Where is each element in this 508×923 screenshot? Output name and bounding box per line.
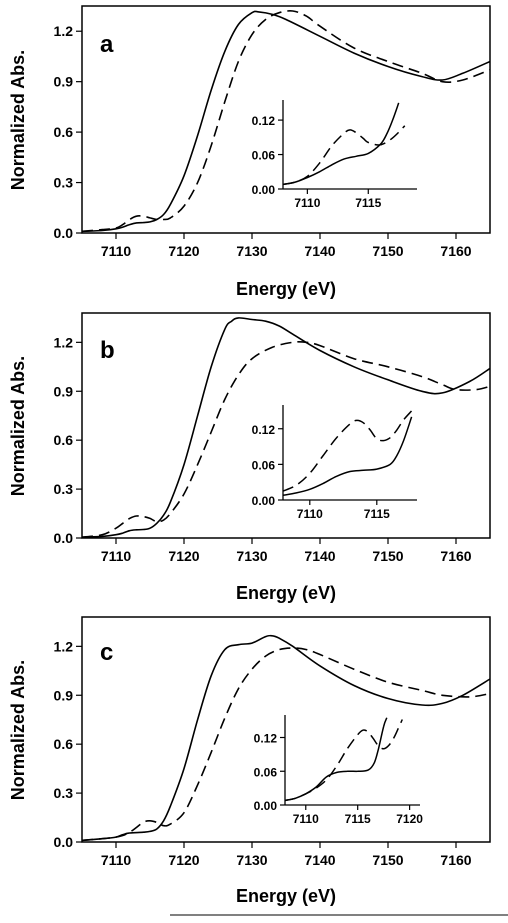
panel-b-inset-ytick-label: 0.00 [252,494,276,508]
panel-b-xticks: 7110 7120 7130 7140 7150 7160 [101,538,472,564]
panel-c-xtick-label: 7130 [236,852,267,868]
panel-a-inset-ytick-label: 0.06 [252,149,276,163]
panel-c-inset-ytick-label: 0.06 [254,765,278,779]
panel-b-yticks: 0.0 0.3 0.6 0.9 1.2 [54,334,82,546]
panel-b-solid-line [81,317,491,538]
panel-b-frame [81,312,491,539]
panel-c-xtick-label: 7120 [168,852,199,868]
panel-a-xtick-label: 7150 [372,243,403,259]
panel-a-inset-yticks: 0.00 0.06 0.12 [252,114,283,197]
panel-b-inset-frame [283,405,417,500]
panel-b-inset-ytick-label: 0.12 [252,423,276,437]
panel-c-ytick-label: 0.6 [54,736,74,752]
panel-a-xtick-label: 7140 [304,243,335,259]
panel-b-ylabel: Normalized Abs. [8,356,28,496]
panel-c-dashed-line [81,647,491,842]
panel-b-inset-xtick-label: 7110 [297,507,323,521]
panel-a-inset-ytick-label: 0.00 [252,183,276,197]
panel-c-curves [81,634,491,842]
panel-b-inset-solid-line [282,416,413,497]
panel-a-xlabel: Energy (eV) [236,279,336,299]
panel-a-ylabel: Normalized Abs. [8,50,28,190]
panel-c-frame [81,616,491,843]
panel-c-ytick-label: 0.9 [54,687,74,703]
panel-c-inset-curves [284,717,403,802]
panel-b-inset-yticks: 0.00 0.06 0.12 [252,423,283,508]
panel-c-ytick-label: 0.3 [54,785,74,801]
panel-c-xticks: 7110 7120 7130 7140 7150 7160 [101,842,472,868]
panel-a-inset-xtick-label: 7110 [294,196,320,210]
panel-b-inset-dashed-line [282,410,413,492]
panel-c-inset-dashed-line [284,719,403,802]
panel-a-xtick-label: 7160 [440,243,471,259]
panel-a-inset-xticks: 7110 7115 [294,189,382,210]
panel-b-xlabel: Energy (eV) [236,583,336,603]
panel-a-inset-curves [282,102,406,186]
panel-c-inset-frame [285,715,420,805]
panel-b-xtick-label: 7120 [168,548,199,564]
panel-b-ytick-label: 0.9 [54,383,74,399]
panel-a-inset-xtick-label: 7115 [355,196,381,210]
panel-b-ytick-label: 0.0 [54,530,74,546]
panel-a-xtick-label: 7120 [168,243,199,259]
panel-c-inset-xtick-label: 7120 [396,812,423,826]
panel-c-yticks: 0.0 0.3 0.6 0.9 1.2 [54,638,82,850]
panel-a: 0.0 0.3 0.6 0.9 1.2 7110 7120 7130 7140 7150 7160… [8,5,491,299]
panel-b-inset-xtick-label: 7115 [364,507,390,521]
panel-a-ytick-label: 0.6 [54,124,74,140]
panel-b-curves [81,317,491,538]
panel-a-label: a [100,31,114,58]
panel-c-inset-ytick-label: 0.12 [254,732,278,746]
panel-a-frame [81,5,491,234]
panel-c-inset-yticks: 0.00 0.06 0.12 [254,732,285,813]
panel-a-inset-dashed-line [282,125,406,186]
panel-a-inset-frame [283,100,417,189]
panel-b-ytick-label: 1.2 [54,334,74,350]
panel-c: 0.0 0.3 0.6 0.9 1.2 7110 7120 7130 7140 7150 7160… [8,616,491,906]
panel-c-xtick-label: 7140 [304,852,335,868]
panel-a-inset-ytick-label: 0.12 [252,114,276,128]
panel-a-ytick-label: 1.2 [54,23,74,39]
panel-b-dashed-line [81,341,491,538]
panel-b-xtick-label: 7150 [372,548,403,564]
panel-a-xtick-label: 7130 [236,243,267,259]
panel-b-inset-ytick-label: 0.06 [252,458,276,472]
panel-c-xtick-label: 7160 [440,852,471,868]
panel-c-ytick-label: 1.2 [54,638,74,654]
panel-c-xtick-label: 7110 [101,852,132,868]
panel-b-xtick-label: 7110 [101,548,132,564]
panel-a-ytick-label: 0.3 [54,175,74,191]
panel-c-inset-xticks: 7110 7115 7120 [293,805,423,826]
panel-b-ytick-label: 0.3 [54,481,74,497]
panel-b-xtick-label: 7130 [236,548,267,564]
panel-c-xtick-label: 7150 [372,852,403,868]
panel-a-dashed-line [81,10,491,233]
panel-c-label: c [100,639,113,666]
panel-c-xlabel: Energy (eV) [236,886,336,906]
panel-a-xtick-label: 7110 [101,243,132,259]
panel-b-inset: 0.00 0.06 0.12 7110 7115 [252,405,417,521]
panel-c-solid-line [81,634,491,842]
panel-b-xtick-label: 7140 [304,548,335,564]
panel-c-inset-ytick-label: 0.00 [254,799,278,813]
panel-b-inset-xticks: 7110 7115 [297,500,390,521]
panel-b-inset-curves [282,410,413,497]
panel-c-ytick-label: 0.0 [54,834,74,850]
panel-b-ytick-label: 0.6 [54,432,74,448]
panel-c-inset-xtick-label: 7110 [293,812,319,826]
panel-a-inset: 0.00 0.06 0.12 7110 7115 [252,100,417,210]
panel-a-ytick-label: 0.0 [54,225,74,241]
panel-b-xtick-label: 7160 [440,548,471,564]
panel-c-inset: 0.00 0.06 0.12 7110 7115 7120 [254,715,423,826]
panel-c-inset-xtick-label: 7115 [345,812,371,826]
panel-a-ytick-label: 0.9 [54,74,74,90]
panel-c-ylabel: Normalized Abs. [8,660,28,800]
panel-b: 0.0 0.3 0.6 0.9 1.2 7110 7120 7130 7140 7150 7160… [8,312,491,603]
panel-a-yticks: 0.0 0.3 0.6 0.9 1.2 [54,23,82,241]
panel-a-solid-line [81,10,491,233]
panel-a-curves [81,10,491,233]
panel-a-xticks: 7110 7120 7130 7140 7150 7160 [101,233,472,259]
panel-b-label: b [100,337,115,364]
